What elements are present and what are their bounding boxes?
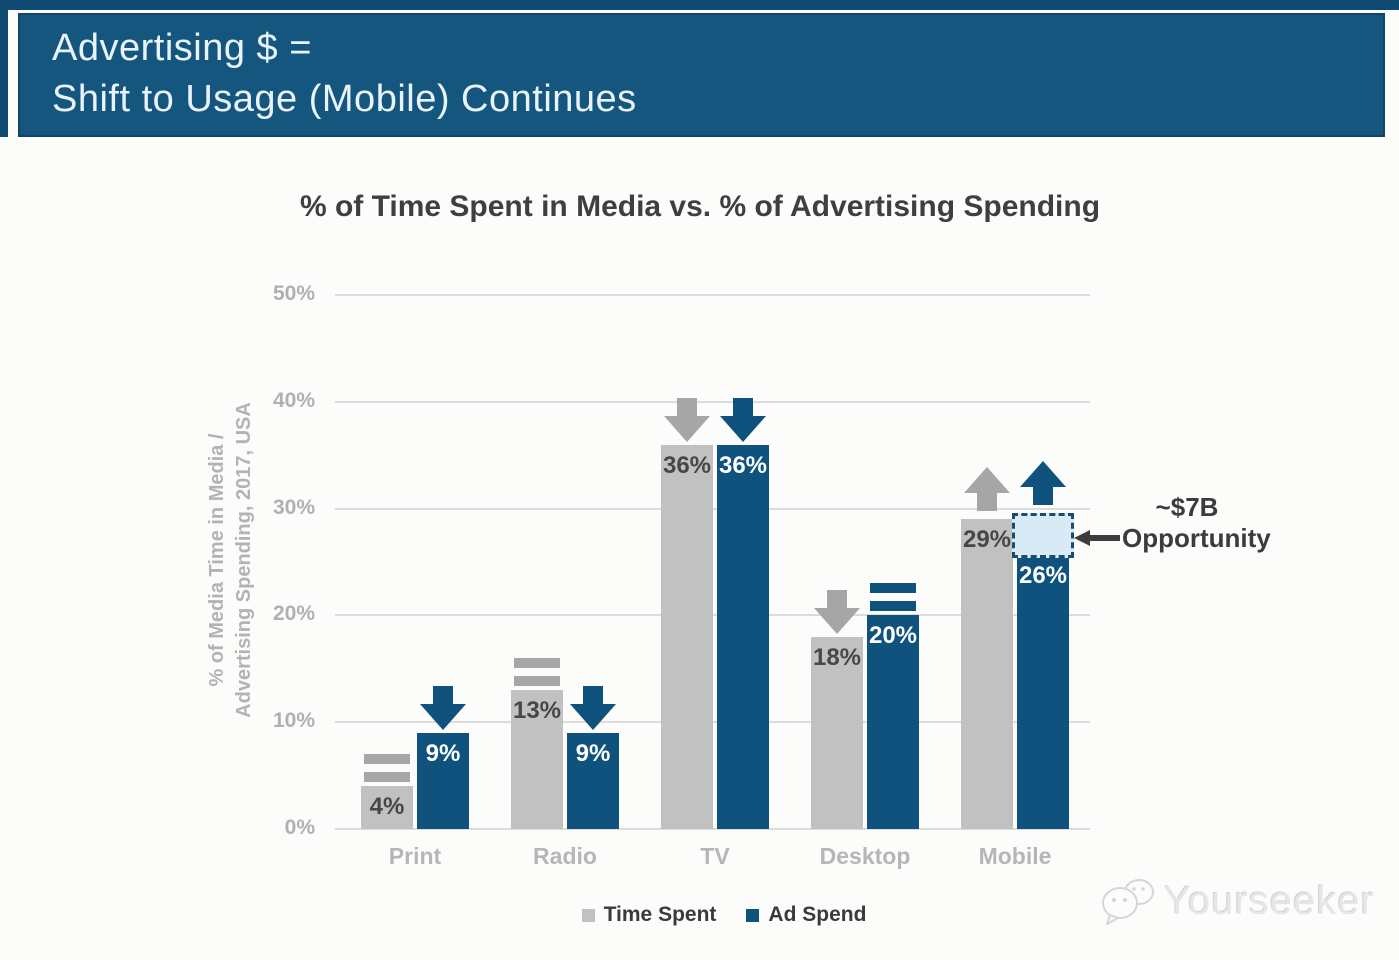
left-frame-strip: [0, 0, 8, 137]
legend-label: Time Spent: [603, 903, 717, 926]
trend-down-icon: [420, 685, 466, 730]
y-tick-label-10: 10%: [272, 709, 315, 733]
left-arrow-icon: [1074, 530, 1120, 546]
y-tick-label-50: 50%: [272, 282, 315, 305]
opportunity-annotation-line-1: ~$7B: [1155, 492, 1219, 522]
y-tick-label-30: 30%: [272, 495, 315, 519]
legend-item-ad-spend: Ad Spend: [746, 903, 866, 927]
bar-value-label: 36%: [718, 451, 768, 479]
top-frame-strip: [0, 0, 1399, 10]
y-tick-label-40: 40%: [272, 388, 315, 412]
equals-icon: [364, 754, 410, 783]
chat-bubbles-logo-icon: [1102, 879, 1154, 925]
banner-line-1: Advertising $ =: [52, 27, 312, 69]
y-axis-title-line-1: % of Media Time in Media /: [206, 433, 228, 687]
x-axis-label-mobile: Mobile: [978, 843, 1052, 869]
legend: Time Spent Ad Spend: [324, 898, 1124, 932]
trend-down-icon: [814, 589, 860, 634]
gridline-40: [335, 400, 1090, 403]
x-axis-label-print: Print: [388, 843, 442, 869]
opportunity-annotation-line-2: Opportunity: [1122, 523, 1271, 553]
bar-ad-spend-desktop: [867, 615, 919, 829]
opportunity-box: [1012, 512, 1074, 559]
legend-item-time-spent: Time Spent: [581, 903, 717, 927]
title-banner: Advertising $ = Shift to Usage (Mobile) …: [18, 13, 1385, 137]
banner-line-2: Shift to Usage (Mobile) Continues: [52, 78, 637, 120]
y-axis-title-line-2: Advertising Spending, 2017, USA: [233, 402, 255, 718]
legend-swatch: [581, 908, 595, 922]
bar-value-label: 13%: [512, 697, 562, 725]
bar-ad-spend-tv: [717, 444, 769, 829]
gridline-50: [335, 294, 1090, 296]
bar-value-label: 4%: [369, 793, 405, 821]
bar-ad-spend-print: [417, 732, 469, 829]
x-axis-label-desktop: Desktop: [819, 843, 911, 869]
y-tick-label-20: 20%: [272, 602, 315, 626]
chart-title: % of Time Spent in Media vs. % of Advert…: [299, 190, 1101, 223]
trend-down-icon: [664, 397, 710, 442]
bar-value-label: 20%: [868, 622, 918, 650]
equals-icon: [870, 583, 916, 612]
bar-value-label: 29%: [962, 526, 1012, 554]
trend-up-icon: [964, 467, 1010, 512]
bar-time-spent-print: [361, 786, 413, 829]
trend-up-icon: [1020, 460, 1066, 505]
legend-swatch: [746, 908, 760, 922]
bar-ad-spend-mobile: [1017, 551, 1069, 829]
bar-value-label: 36%: [662, 451, 712, 479]
bar-value-label: 26%: [1018, 562, 1068, 590]
gridline-0: [335, 828, 1090, 830]
equals-icon: [514, 658, 560, 687]
trend-down-icon: [570, 685, 616, 730]
bar-time-spent-tv: [661, 444, 713, 829]
y-tick-label-0: 0%: [284, 816, 315, 839]
bar-value-label: 9%: [425, 739, 461, 767]
y-axis-title: % of Media Time in Media / Advertising S…: [204, 402, 258, 718]
bar-time-spent-radio: [511, 690, 563, 829]
bar-time-spent-desktop: [811, 636, 863, 829]
bar-time-spent-mobile: [961, 519, 1013, 829]
watermark-text: Yourseeker: [1164, 878, 1375, 923]
bar-value-label: 18%: [812, 643, 862, 671]
legend-label: Ad Spend: [768, 903, 867, 926]
opportunity-annotation: ~$7B Opportunity: [1122, 492, 1271, 554]
bar-value-label: 9%: [575, 739, 611, 767]
bar-ad-spend-radio: [567, 732, 619, 829]
watermark: Yourseeker: [1098, 874, 1375, 928]
trend-down-icon: [720, 397, 766, 442]
x-axis-label-tv: TV: [700, 843, 730, 869]
x-axis-label-radio: Radio: [533, 843, 597, 869]
